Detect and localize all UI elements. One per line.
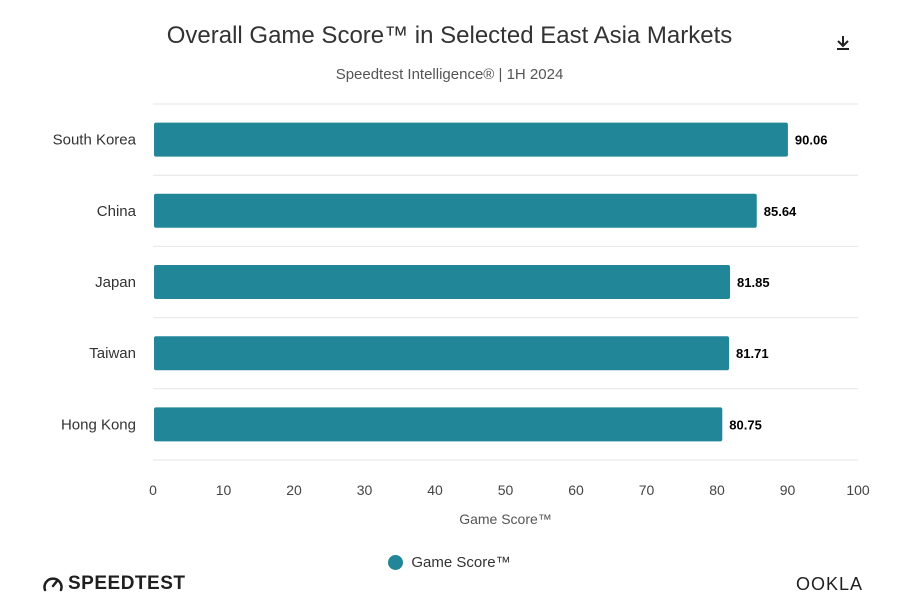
gauge-icon [43, 577, 63, 592]
ookla-wordmark: OOKLA [795, 574, 863, 594]
data-label: 90.06 [795, 133, 828, 148]
x-axis-title: Game Score™ [459, 511, 552, 527]
data-label: 81.85 [737, 275, 770, 290]
x-tick-label: 80 [709, 482, 725, 498]
legend-label: Game Score™ [411, 554, 511, 571]
chart-subtitle: Speedtest Intelligence® | 1H 2024 [335, 66, 564, 83]
y-category-label: Hong Kong [61, 416, 136, 433]
x-tick-label: 10 [216, 482, 232, 498]
x-tick-label: 70 [639, 482, 655, 498]
data-label: 85.64 [764, 204, 797, 219]
x-tick-label: 20 [286, 482, 302, 498]
legend-marker [388, 555, 404, 570]
x-tick-label: 40 [427, 482, 443, 498]
bar [154, 265, 731, 299]
legend-item[interactable]: Game Score™ [0, 554, 899, 571]
y-category-label: Taiwan [89, 345, 136, 362]
x-tick-label: 50 [498, 482, 514, 498]
bar [154, 193, 757, 228]
y-category-label: Japan [95, 274, 136, 291]
ookla-logo: OOKLA [796, 574, 863, 595]
chart-title: Overall Game Score™ in Selected East Asi… [166, 22, 733, 49]
bar [154, 122, 788, 157]
x-tick-label: 30 [357, 482, 373, 498]
x-tick-label: 90 [780, 482, 796, 498]
y-category-label: South Korea [53, 132, 137, 149]
speedtest-wordmark: SPEEDTEST [68, 573, 186, 594]
x-tick-label: 60 [568, 482, 584, 498]
data-label: 80.75 [729, 417, 762, 432]
speedtest-logo: SPEEDTEST [42, 573, 185, 595]
bar [154, 336, 730, 371]
bar [154, 407, 723, 442]
x-tick-label: 0 [149, 482, 157, 498]
x-tick-label: 100 [846, 482, 870, 498]
data-label: 81.71 [736, 346, 769, 361]
download-icon[interactable] [832, 30, 854, 54]
y-category-label: China [97, 203, 137, 220]
